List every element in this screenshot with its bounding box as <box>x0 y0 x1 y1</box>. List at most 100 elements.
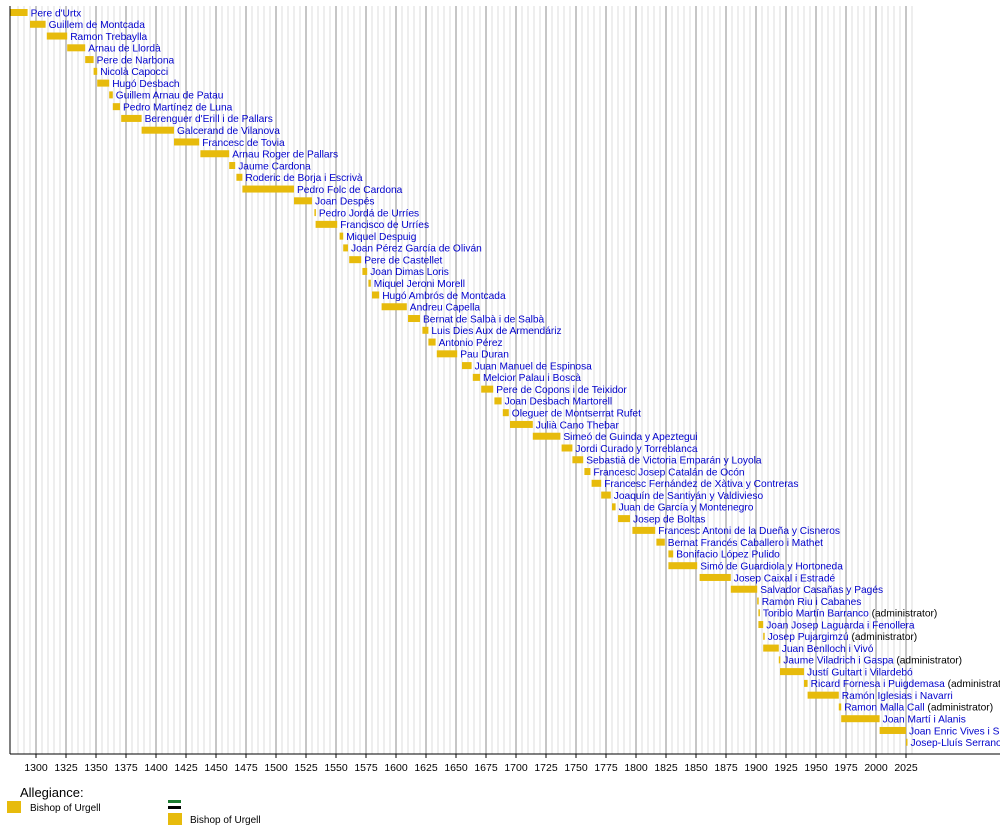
x-tick-label: 1525 <box>294 762 318 774</box>
bishop-name-label[interactable]: Pere de Copons i de Teixidor <box>496 385 627 396</box>
bishop-name-label[interactable]: Francisco de Urríes <box>340 220 429 231</box>
tenure-bar <box>109 91 113 99</box>
bishop-name-label[interactable]: Pere de Castellet <box>364 255 442 266</box>
tenure-bar <box>472 373 480 381</box>
bishop-name-label[interactable]: Joan Despés <box>315 197 374 208</box>
bishop-name-label[interactable]: Pere d'Urtx <box>31 8 82 19</box>
bishop-name-label[interactable]: Francesc Josep Catalán de Ocón <box>593 467 744 478</box>
bishop-name-label[interactable]: Joaquín de Santiyán y Valdivieso <box>614 491 764 502</box>
tenure-bar <box>532 432 561 440</box>
tenure-bar <box>314 209 316 217</box>
tenure-bar <box>93 67 98 75</box>
administrator-note: (administrator) <box>945 679 1000 690</box>
bishop-name-label[interactable]: Joan Josep Laguarda i Fenollera <box>766 620 915 631</box>
bishop-name-label[interactable]: Arnau Roger de Pallars <box>232 150 338 161</box>
bishop-name-label[interactable]: Guillem Arnau de Patau <box>116 91 224 102</box>
tenure-bar <box>730 585 758 593</box>
x-tick-label: 1575 <box>354 762 378 774</box>
bishop-name-label[interactable]: Pedro Folc de Cardona <box>297 185 403 196</box>
tenure-bar <box>112 103 120 111</box>
bishop-name-label[interactable]: Pau Duran <box>460 350 509 361</box>
bishop-name-label[interactable]: Bernat de Salbà i de Salbà <box>423 314 545 325</box>
bishop-name-label[interactable]: Hugó Desbach <box>112 79 179 90</box>
bishop-name-label[interactable]: Miquel Despuig <box>346 232 417 243</box>
x-tick-label: 1900 <box>744 762 768 774</box>
bishop-name-label[interactable]: Juan Manuel de Espinosa <box>475 361 593 372</box>
tenure-bar <box>428 338 436 346</box>
tenure-bar <box>612 503 616 511</box>
bishop-name-label[interactable]: Joan Enric Vives i Sicília <box>909 726 1000 737</box>
bishop-name-label[interactable]: Pedro Jordá de Urríes <box>319 208 419 219</box>
legend-label-2: Bishop of Urgell <box>190 815 261 826</box>
bishop-name-label[interactable]: Pere de Narbona <box>97 55 175 66</box>
bishop-name-label[interactable]: Roderic de Borja i Escrivà <box>245 173 363 184</box>
tenure-bar <box>229 162 236 170</box>
bishop-name-label[interactable]: Juan Benlloch i Vivó <box>782 644 874 655</box>
bishop-name-label[interactable]: Jaume Cardona <box>238 161 311 172</box>
bishop-name-label[interactable]: Francesc Fernández de Xàtiva y Contreras <box>604 479 798 490</box>
x-axis: 1300 1325 1350 1375 1400 1425 1450 1475 1500 1525… <box>9 6 1000 774</box>
bishop-name-label[interactable]: Jordi Curado y Torreblanca <box>575 444 697 455</box>
bishop-name-label[interactable]: Joan Pérez García de Oliván <box>351 244 482 255</box>
tenure-bar <box>236 173 243 181</box>
bishop-name-label[interactable]: Salvador Casañas y Pagés <box>760 585 883 596</box>
x-tick-label: 1800 <box>624 762 648 774</box>
tenure-bar <box>561 444 573 452</box>
bishop-name-label[interactable]: Ramon Malla Call (administrator) <box>844 703 993 714</box>
bishop-name-label[interactable]: Francesc Antoni de la Dueña y Cisneros <box>658 526 840 537</box>
tenure-bar <box>381 303 407 311</box>
tenure-bar <box>494 397 502 405</box>
bishop-name-label[interactable]: Julià Cano Thebar <box>536 420 620 431</box>
x-tick-label: 1750 <box>564 762 588 774</box>
bishop-name-label[interactable]: Ramón Iglesias i Navarri <box>842 691 953 702</box>
bishop-name-label[interactable]: Nicolà Capocci <box>100 67 168 78</box>
legend-flag-icon <box>168 800 181 809</box>
bishop-name-label[interactable]: Juan de García y Montenegro <box>619 503 754 514</box>
bishop-name-label[interactable]: Josep Caixal i Estradé <box>734 573 836 584</box>
tenure-bar <box>668 550 674 558</box>
bishop-name-label[interactable]: Simó de Guardiola y Hortoneda <box>700 561 843 572</box>
bishop-name-label[interactable]: Miquel Jeroni Morell <box>374 279 465 290</box>
tenure-bar <box>502 409 509 417</box>
tenure-bars <box>10 9 908 746</box>
bishop-name-label[interactable]: Francesc de Tovia <box>202 138 285 149</box>
tenure-bar <box>584 468 591 476</box>
bishop-name-label[interactable]: Jaume Viladrich i Gaspa (administrator) <box>783 656 962 667</box>
bishop-name-label[interactable]: Bernat Francés Caballero i Mathet <box>668 538 823 549</box>
x-tick-label: 1950 <box>804 762 828 774</box>
bishop-name-label[interactable]: Pedro Martínez de Luna <box>123 102 233 113</box>
bishop-name-label[interactable]: Antonio Pérez <box>439 338 503 349</box>
x-tick-label: 1475 <box>234 762 258 774</box>
x-tick-label: 1650 <box>444 762 468 774</box>
bishop-name-label[interactable]: Melcior Palau i Boscà <box>483 373 581 384</box>
bishop-name-label[interactable]: Guillem de Montcada <box>49 20 146 31</box>
bishop-name-label[interactable]: Ramon Trebaylla <box>70 32 147 43</box>
tenure-bar <box>906 738 908 746</box>
bishop-name-label[interactable]: Joan Martí i Alanis <box>883 715 966 726</box>
bishop-name-label[interactable]: Bonifacio López Pulido <box>676 550 780 561</box>
bishop-name-label[interactable]: Luis Dies Aux de Armendáriz <box>431 326 561 337</box>
bishop-name-label[interactable]: Ricard Fornesa i Puigdemasa (administrat… <box>811 679 1000 690</box>
bishop-name-label[interactable]: Simeó de Guinda y Apeztegui <box>563 432 697 443</box>
bishop-name-label[interactable]: Oleguer de Montserrat Rufet <box>512 408 641 419</box>
bishop-name-label[interactable]: Hugó Ambrós de Montcada <box>382 291 506 302</box>
bishop-name-label[interactable]: Joan Dimas Loris <box>370 267 449 278</box>
tenure-bar <box>879 726 906 734</box>
bishop-name-label[interactable]: Justí Guitart i Vilardebó <box>807 667 913 678</box>
bishop-name-label[interactable]: Josep Pujargimzú (administrator) <box>768 632 917 643</box>
bishop-name-label[interactable]: Andreu Capella <box>410 303 481 314</box>
bishop-name-label[interactable]: Joan Desbach Martorell <box>505 397 613 408</box>
administrator-note: (administrator) <box>869 609 938 620</box>
tenure-bar <box>618 515 630 523</box>
bishop-name-label[interactable]: Josep-Lluís Serrano Pentinat <box>911 738 1000 749</box>
bishop-name-label[interactable]: Josep de Boltas <box>633 514 706 525</box>
grid-lines <box>17 6 913 754</box>
bishop-name-label[interactable]: Galcerand de Vilanova <box>177 126 280 137</box>
tenure-bar <box>294 197 312 205</box>
bishop-name-label[interactable]: Berenguer d'Erill i de Pallars <box>145 114 273 125</box>
bishop-name-label[interactable]: Arnau de Llordà <box>88 44 161 55</box>
bishop-name-label[interactable]: Sebastià de Victoria Emparán y Loyola <box>586 456 762 467</box>
bishop-name-label[interactable]: Toribio Martín Barranco (administrator) <box>763 609 937 620</box>
x-tick-label: 1375 <box>114 762 138 774</box>
bishop-name-label[interactable]: Ramon Riu i Cabanes <box>762 597 862 608</box>
